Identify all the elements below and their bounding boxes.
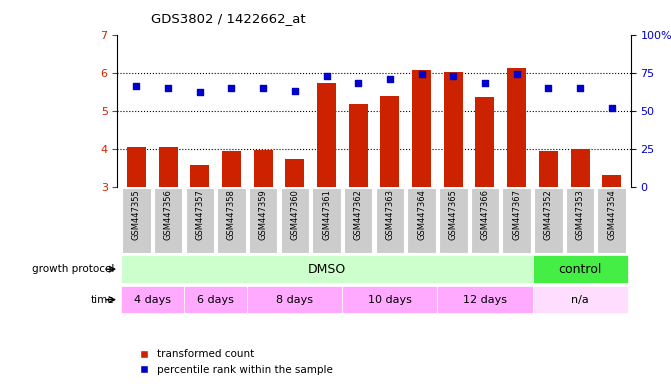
Bar	[507, 68, 526, 187]
Text: GSM447361: GSM447361	[322, 189, 331, 240]
FancyBboxPatch shape	[312, 188, 341, 253]
Text: GDS3802 / 1422662_at: GDS3802 / 1422662_at	[151, 12, 305, 25]
Bar	[254, 150, 272, 187]
FancyBboxPatch shape	[217, 188, 246, 253]
Text: 4 days: 4 days	[134, 295, 171, 305]
Point	[543, 85, 554, 91]
Bar	[285, 159, 305, 187]
FancyBboxPatch shape	[121, 255, 533, 283]
Point	[574, 85, 585, 91]
Point	[163, 85, 174, 91]
FancyBboxPatch shape	[186, 188, 214, 253]
FancyBboxPatch shape	[376, 188, 404, 253]
FancyBboxPatch shape	[533, 286, 627, 313]
Bar	[570, 149, 590, 187]
FancyBboxPatch shape	[122, 188, 151, 253]
Point	[353, 80, 364, 86]
FancyBboxPatch shape	[248, 286, 342, 313]
FancyBboxPatch shape	[344, 188, 372, 253]
FancyBboxPatch shape	[342, 286, 437, 313]
FancyBboxPatch shape	[184, 286, 248, 313]
FancyBboxPatch shape	[503, 188, 531, 253]
Text: time: time	[91, 295, 114, 305]
Text: 10 days: 10 days	[368, 295, 412, 305]
Text: GSM447363: GSM447363	[385, 189, 395, 240]
Text: n/a: n/a	[571, 295, 589, 305]
Bar	[349, 104, 368, 187]
Bar	[444, 72, 463, 187]
Point	[448, 73, 459, 79]
Text: GSM447365: GSM447365	[449, 189, 458, 240]
FancyBboxPatch shape	[407, 188, 436, 253]
Point	[416, 71, 427, 77]
Text: GSM447356: GSM447356	[164, 189, 172, 240]
Point	[384, 76, 395, 82]
Text: GSM447352: GSM447352	[544, 189, 553, 240]
Bar	[539, 151, 558, 187]
FancyBboxPatch shape	[471, 188, 499, 253]
Text: GSM447358: GSM447358	[227, 189, 236, 240]
FancyBboxPatch shape	[597, 188, 626, 253]
FancyBboxPatch shape	[437, 286, 533, 313]
Text: GSM447354: GSM447354	[607, 189, 616, 240]
Point	[131, 83, 142, 89]
Bar	[158, 147, 178, 187]
Text: control: control	[558, 263, 602, 276]
FancyBboxPatch shape	[154, 188, 183, 253]
Text: GSM447360: GSM447360	[291, 189, 299, 240]
Bar	[476, 97, 495, 187]
Text: GSM447367: GSM447367	[512, 189, 521, 240]
Point	[195, 89, 205, 96]
Legend: transformed count, percentile rank within the sample: transformed count, percentile rank withi…	[130, 345, 338, 379]
Bar	[222, 151, 241, 187]
Text: 6 days: 6 days	[197, 295, 234, 305]
FancyBboxPatch shape	[566, 188, 595, 253]
FancyBboxPatch shape	[534, 188, 562, 253]
Point	[258, 85, 268, 91]
Bar	[603, 175, 621, 187]
FancyBboxPatch shape	[533, 255, 627, 283]
FancyBboxPatch shape	[439, 188, 468, 253]
Text: GSM447364: GSM447364	[417, 189, 426, 240]
Text: GSM447355: GSM447355	[132, 189, 141, 240]
Text: GSM447353: GSM447353	[576, 189, 584, 240]
Point	[480, 80, 491, 86]
FancyBboxPatch shape	[280, 188, 309, 253]
Text: growth protocol: growth protocol	[32, 264, 114, 274]
Bar	[317, 83, 336, 187]
Text: GSM447357: GSM447357	[195, 189, 204, 240]
FancyBboxPatch shape	[121, 286, 184, 313]
Point	[511, 71, 522, 77]
Bar	[191, 165, 209, 187]
Bar	[412, 70, 431, 187]
Text: GSM447362: GSM447362	[354, 189, 363, 240]
Point	[607, 104, 617, 111]
Text: GSM447359: GSM447359	[259, 189, 268, 240]
Text: 12 days: 12 days	[463, 295, 507, 305]
Point	[289, 88, 300, 94]
Text: GSM447366: GSM447366	[480, 189, 489, 240]
FancyBboxPatch shape	[249, 188, 277, 253]
Bar	[127, 147, 146, 187]
Text: 8 days: 8 days	[276, 295, 313, 305]
Point	[321, 73, 332, 79]
Point	[226, 85, 237, 91]
Bar	[380, 96, 399, 187]
Text: DMSO: DMSO	[307, 263, 346, 276]
